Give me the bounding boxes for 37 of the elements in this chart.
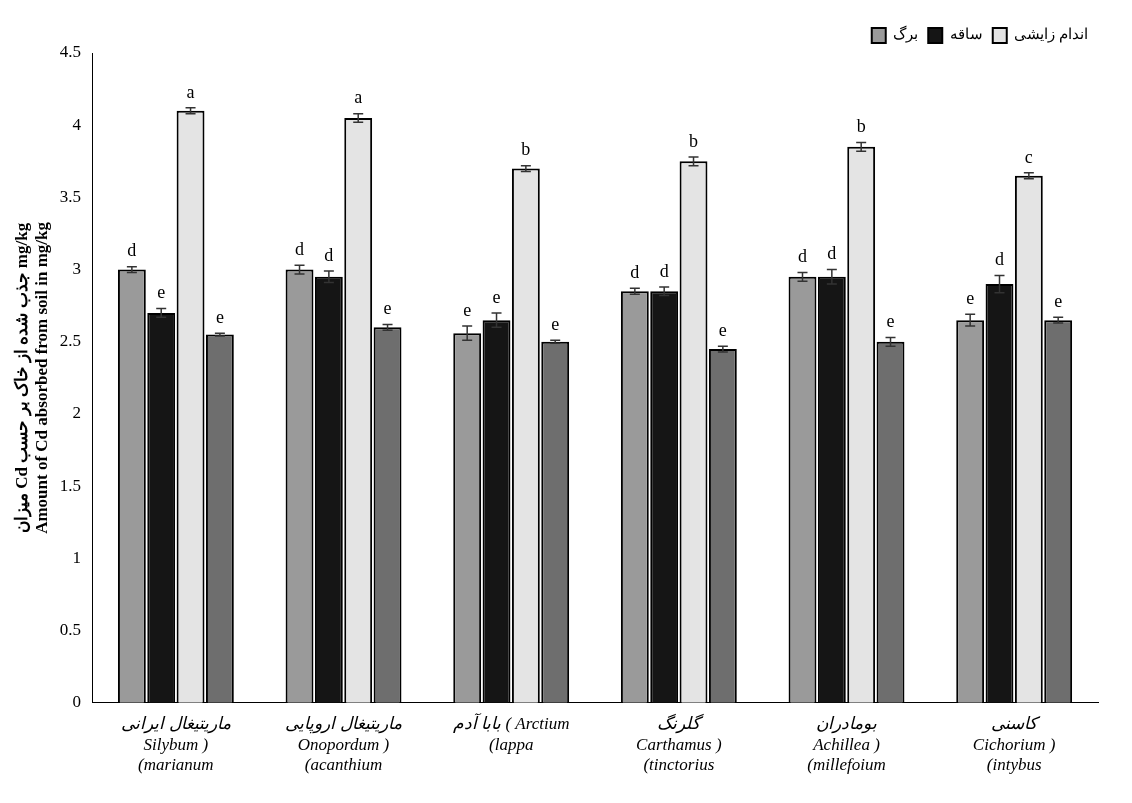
data-label: e <box>492 286 501 307</box>
y-tick-label: 0.5 <box>59 620 82 640</box>
data-label: e <box>463 299 472 320</box>
data-label: d <box>324 244 334 265</box>
data-label: e <box>1054 290 1063 311</box>
y-tick-label: 4.5 <box>59 42 82 62</box>
data-label: d <box>659 260 669 281</box>
data-label: d <box>827 243 837 264</box>
y-tick-label: 0 <box>72 692 82 712</box>
data-label: b <box>689 130 699 151</box>
y-tick-label: 4 <box>72 114 82 134</box>
data-label: d <box>630 262 640 283</box>
y-tick-label: 3 <box>72 259 82 279</box>
y-tick-label: 1.5 <box>59 475 82 495</box>
data-label: d <box>295 239 305 259</box>
data-label: e <box>966 288 975 309</box>
data-label: a <box>186 81 195 102</box>
legend-label: ساقه <box>949 26 983 43</box>
legend-label: برگ <box>893 25 919 44</box>
data-label: b <box>856 116 866 137</box>
data-label: d <box>798 246 807 267</box>
data-label: e <box>157 282 166 303</box>
y-tick-label: 1 <box>72 547 82 567</box>
data-label: c <box>1024 146 1033 167</box>
data-label: e <box>215 306 224 327</box>
y-tick-label: 2.5 <box>59 331 82 351</box>
data-label: a <box>354 87 363 108</box>
legend-label: اندام زایشی <box>1014 26 1088 44</box>
y-tick-label: 3.5 <box>59 186 82 206</box>
data-label: d <box>995 249 1004 270</box>
data-label: e <box>551 314 560 335</box>
y-tick-label: 2 <box>72 403 82 423</box>
data-label: d <box>127 240 137 261</box>
data-label: b <box>521 139 531 160</box>
data-label: e <box>718 319 727 340</box>
data-label: e <box>886 311 895 332</box>
data-label: e <box>383 298 392 319</box>
